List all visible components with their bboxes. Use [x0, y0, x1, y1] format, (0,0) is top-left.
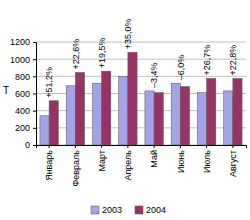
bar	[171, 83, 180, 145]
tick: 1000	[10, 55, 36, 65]
tick: 0	[25, 140, 36, 150]
tick-label: 200	[15, 123, 30, 133]
annotation: +22,8%	[228, 45, 238, 76]
annotation: +35,0%	[123, 19, 133, 50]
axis-line	[33, 43, 37, 146]
tick-mark	[206, 145, 207, 148]
bar	[119, 76, 128, 145]
tick-mark	[33, 59, 36, 60]
tick-mark	[75, 145, 76, 148]
bar	[49, 101, 58, 145]
annotation: +19,5%	[97, 37, 107, 68]
tick: Август	[228, 145, 238, 177]
annotation: –3,4%	[149, 62, 159, 88]
bar	[233, 78, 242, 145]
grid-line	[36, 42, 246, 43]
tick-label: Март	[97, 150, 107, 172]
bar	[145, 91, 154, 145]
bar	[224, 91, 233, 145]
bar	[197, 93, 206, 145]
tick-label: 600	[15, 89, 30, 99]
bar	[92, 83, 101, 145]
legend-swatch	[135, 206, 143, 214]
axis-line	[37, 146, 247, 149]
grid-line	[36, 59, 246, 60]
chart: 0 200 400 600 800 1000 1200 Январь Февраль Март Ап…	[0, 0, 250, 220]
tick-mark	[33, 76, 36, 77]
bar	[102, 71, 111, 145]
tick-label: 800	[15, 72, 30, 82]
tick-mark	[33, 42, 36, 43]
annotation: +22,6%	[71, 39, 81, 70]
tick: Май	[149, 145, 159, 168]
tick-mark	[49, 145, 50, 148]
tick: 400	[15, 106, 36, 116]
legend-swatch	[91, 206, 99, 214]
tick-label: Февраль	[71, 150, 81, 187]
tick-label: 1200	[10, 37, 30, 47]
tick: Июль	[202, 145, 212, 173]
tick-label: Апрель	[123, 150, 133, 181]
legend-label: 2003	[102, 205, 122, 215]
bar	[128, 52, 137, 145]
annotation: –6,0%	[176, 55, 186, 81]
tick: 200	[15, 123, 36, 133]
tick-mark	[154, 145, 155, 148]
annotation: +26,7%	[202, 45, 212, 76]
legend: 2003 2004	[91, 205, 166, 215]
tick: Январь	[44, 145, 54, 181]
bar	[154, 93, 163, 145]
annotations: +51,2% +22,6% +19,5% +35,0% –3,4% –6,0% +26,7%…	[44, 19, 238, 98]
tick: Июнь	[176, 145, 186, 173]
bar	[207, 78, 216, 145]
bar	[66, 86, 75, 145]
tick-mark	[101, 145, 102, 148]
tick-mark	[232, 145, 233, 148]
tick-label: 0	[25, 140, 30, 150]
tick: Февраль	[71, 145, 81, 187]
tick-label: 1000	[10, 55, 30, 65]
tick: Апрель	[123, 145, 133, 181]
tick-label: Июль	[202, 150, 212, 173]
tick-label: Май	[149, 150, 159, 168]
tick-mark	[33, 145, 36, 146]
tick: 600	[15, 89, 36, 99]
grid-line	[36, 76, 246, 77]
legend-label: 2004	[146, 205, 166, 215]
y-axis: 0 200 400 600 800 1000 1200	[10, 37, 37, 150]
axis-title: Т	[3, 85, 9, 96]
tick-label: 400	[15, 106, 30, 116]
bar	[40, 116, 49, 145]
bar	[180, 87, 189, 145]
tick-mark	[33, 111, 36, 112]
tick: Март	[97, 145, 107, 172]
tick-label: Июнь	[176, 150, 186, 173]
x-axis: Январь Февраль Март Апрель Май Июнь Июль Август	[37, 145, 247, 187]
tick-mark	[180, 145, 181, 148]
tick-mark	[33, 128, 36, 129]
tick-label: Август	[228, 150, 238, 177]
tick-mark	[127, 145, 128, 148]
tick-mark	[33, 94, 36, 95]
tick: 800	[15, 72, 36, 82]
bar	[75, 72, 84, 145]
annotation: +51,2%	[44, 67, 54, 98]
tick: 1200	[10, 37, 36, 47]
tick-label: Январь	[44, 150, 54, 181]
grid	[36, 42, 246, 145]
